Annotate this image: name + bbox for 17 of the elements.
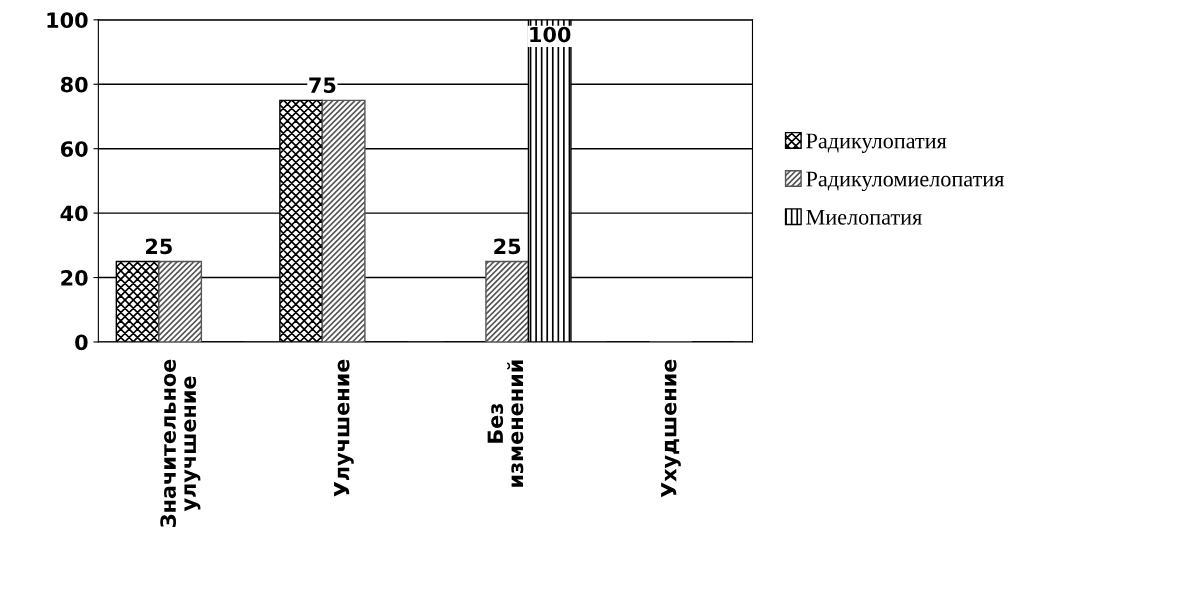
x-tick-label: Без изменений [487,360,524,487]
y-tick-label: 60 [60,141,88,157]
x-tick-label: Улучшение [334,359,354,497]
data-label: 25 [494,238,521,255]
legend-label: Радикулопатия [806,133,947,153]
data-label: 100 [530,26,571,43]
data-label: 25 [146,238,172,255]
legend-label: Миелопатия [806,209,922,225]
y-tick-label: 0 [75,334,88,351]
y-tick-label: 40 [60,205,88,222]
y-tick-label: 100 [47,12,88,29]
data-label: 75 [309,77,336,94]
x-tick-label: Ухудшение [661,359,681,498]
legend-label: Радикуломиелопатия [806,171,1005,192]
y-tick-label: 80 [60,76,88,93]
x-tick-label: Значительное улучшение [160,359,201,527]
y-tick-label: 20 [61,269,88,286]
